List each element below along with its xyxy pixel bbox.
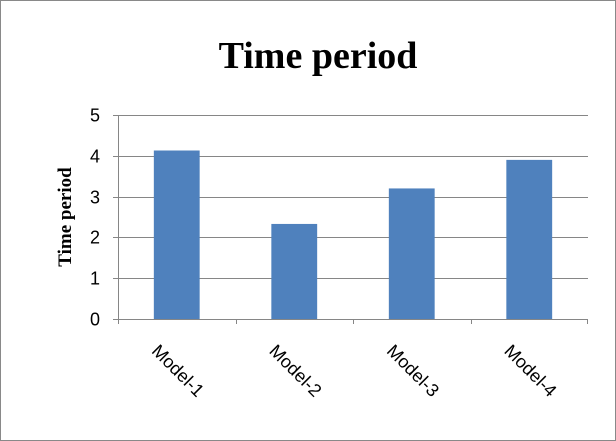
y-tick-label: 2 [90,228,100,248]
y-tick-label: 4 [90,147,100,167]
x-tick-label: Model-1 [148,341,208,401]
bar-model-1 [153,150,200,319]
bars [153,150,553,319]
y-tick-labels: 0 1 2 3 4 5 [90,106,100,330]
y-axis-title: Time period [55,167,76,267]
chart-title: Time period [219,35,418,77]
x-tick-label: Model-3 [383,341,443,401]
axes [113,115,588,324]
y-tick-label: 0 [90,310,100,330]
y-tick-label: 1 [90,269,100,289]
bar-model-3 [388,188,435,319]
x-tick-label: Model-4 [500,341,560,401]
y-tick-label: 3 [90,188,100,208]
bar-model-4 [506,159,553,319]
bar-model-2 [271,223,318,319]
y-tick-label: 5 [90,106,100,126]
x-tick-labels: Model-1 Model-2 Model-3 Model-4 [148,341,561,401]
x-tick-label: Model-2 [265,341,325,401]
